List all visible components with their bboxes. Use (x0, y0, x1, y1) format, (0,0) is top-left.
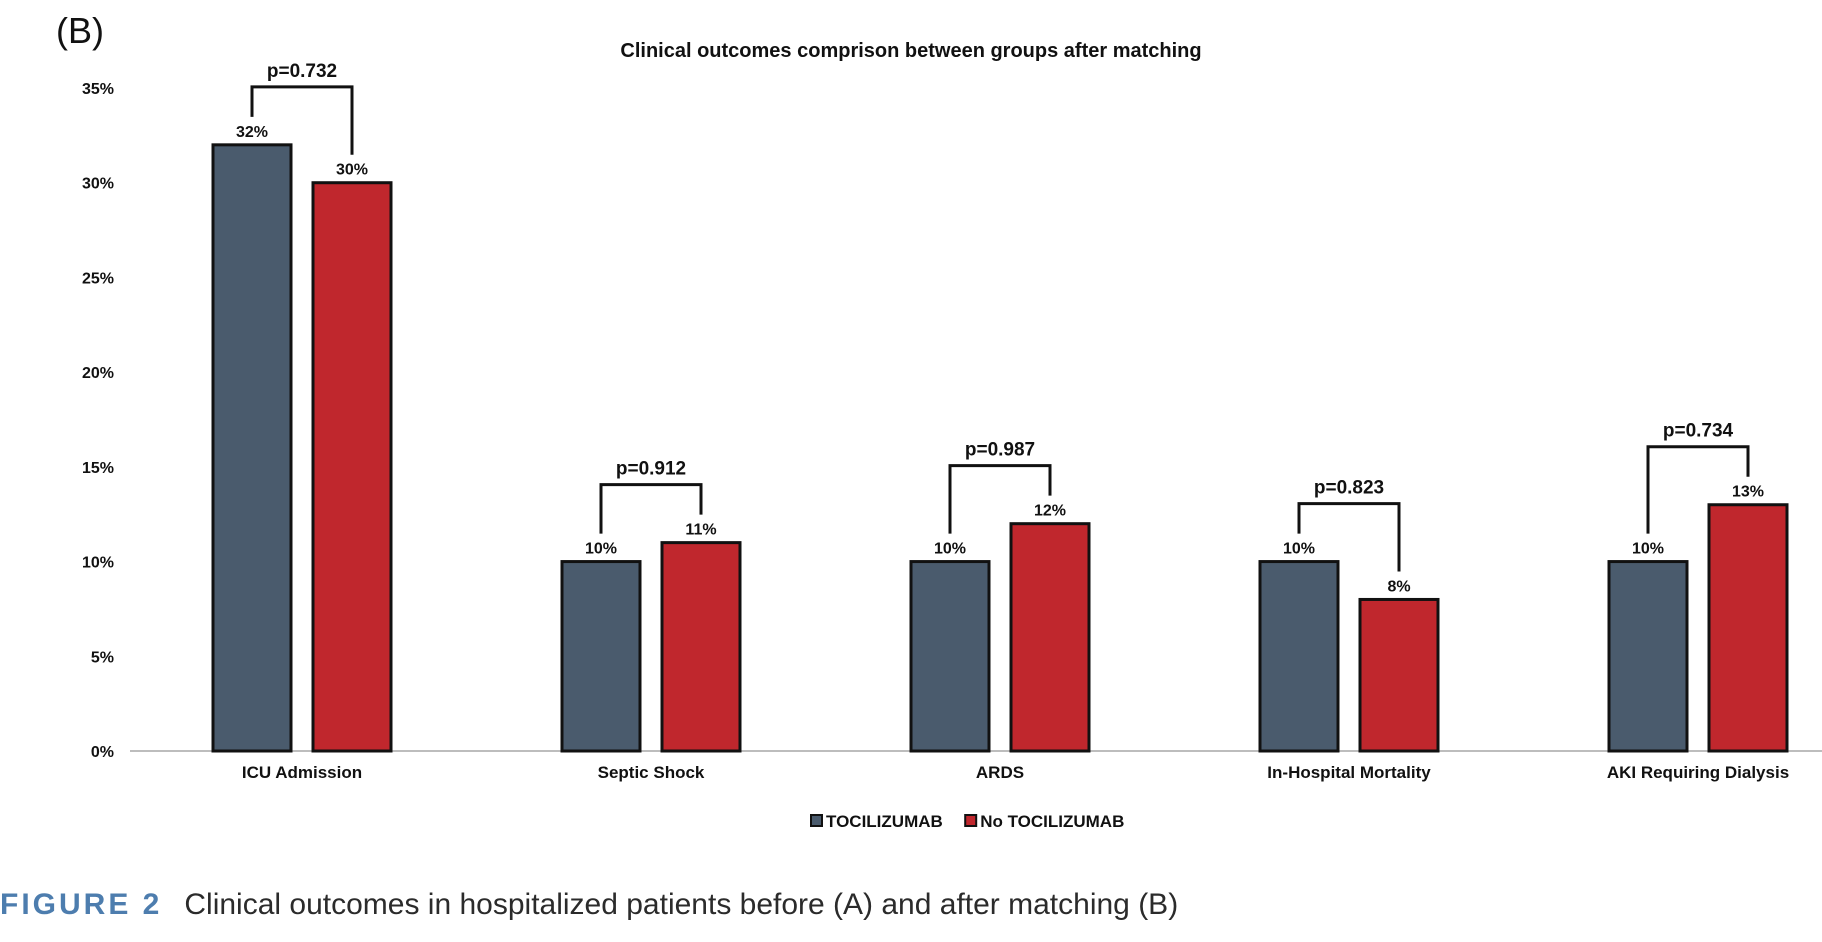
bar-no-tocilizumab (1009, 522, 1091, 753)
data-label: 30% (336, 162, 368, 179)
data-label: 12% (1034, 503, 1066, 520)
data-label: 32% (236, 124, 268, 141)
x-tick-label: Septic Shock (598, 763, 705, 782)
data-label: 11% (685, 522, 716, 539)
x-tick-label: ICU Admission (242, 763, 362, 782)
p-value-label: p=0.732 (267, 61, 337, 82)
p-value-bracket (250, 85, 354, 155)
y-tick-label: 15% (82, 460, 114, 477)
bar-tocilizumab (909, 560, 991, 753)
p-value-label: p=0.734 (1663, 421, 1734, 442)
panel-label: (B) (56, 10, 104, 51)
p-value-label: p=0.823 (1314, 478, 1384, 499)
bar-no-tocilizumab (1358, 597, 1440, 753)
y-tick-label: 5% (91, 649, 114, 666)
p-value-bracket (1297, 502, 1401, 572)
p-value-bracket (948, 464, 1052, 534)
y-tick-label: 0% (91, 744, 114, 761)
chart-title: Clinical outcomes comprison between grou… (620, 40, 1202, 62)
figure-caption: FIGURE 2 Clinical outcomes in hospitalize… (0, 888, 1178, 922)
p-value-bracket (599, 483, 703, 534)
data-label: 10% (1283, 541, 1315, 558)
data-label: 13% (1732, 484, 1764, 501)
bar-chart: 0% 5% 10% 15% 20% 25% 30% 35% 32% 30% p=0.732 ICU A… (82, 61, 1822, 831)
p-value-bracket (1646, 445, 1750, 534)
bar-tocilizumab (1258, 560, 1340, 753)
x-tick-label: ARDS (976, 763, 1024, 782)
y-tick-label: 35% (82, 81, 114, 98)
chart-area: (B) Clinical outcomes comprison between … (56, 10, 1822, 831)
figure-label: FIGURE 2 (0, 888, 163, 921)
p-value-label: p=0.912 (616, 459, 686, 480)
legend-swatch (964, 814, 978, 827)
legend-swatch (810, 814, 823, 827)
data-label: 10% (585, 541, 617, 558)
bar-tocilizumab (211, 143, 293, 753)
y-tick-label: 20% (82, 365, 114, 382)
bar-tocilizumab (1607, 560, 1689, 753)
y-tick-label: 30% (82, 176, 114, 193)
bar-no-tocilizumab (1707, 503, 1789, 753)
bar-no-tocilizumab (311, 181, 393, 753)
y-tick-label: 10% (82, 555, 114, 572)
y-tick-label: 25% (82, 270, 114, 287)
bar-no-tocilizumab (660, 541, 742, 753)
p-value-label: p=0.987 (965, 440, 1035, 461)
legend-label: No TOCILIZUMAB (980, 812, 1124, 831)
x-tick-label: AKI Requiring Dialysis (1607, 763, 1789, 782)
data-label: 8% (1387, 578, 1410, 595)
data-label: 10% (934, 541, 966, 558)
bar-tocilizumab (560, 560, 642, 753)
data-label: 10% (1632, 541, 1664, 558)
legend-label: TOCILIZUMAB (826, 812, 943, 831)
x-tick-label: In-Hospital Mortality (1267, 763, 1431, 782)
figure-caption-text: Clinical outcomes in hospitalized patien… (184, 888, 1179, 921)
